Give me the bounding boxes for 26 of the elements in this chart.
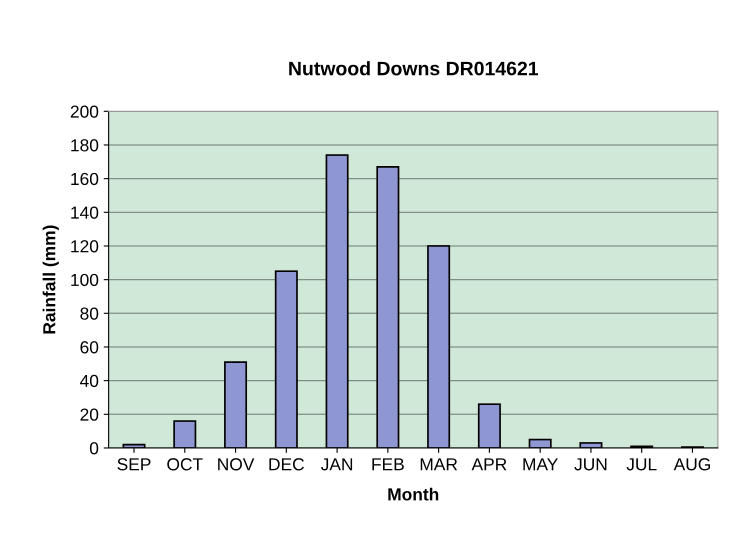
x-tick-label: MAY — [523, 458, 558, 470]
y-tick-label: 200 — [70, 105, 98, 118]
x-tick-label: OCT — [167, 458, 203, 470]
y-tick-label: 120 — [71, 240, 98, 252]
y-tick-label: 20 — [80, 408, 98, 421]
x-tick-label: JUN — [574, 458, 606, 470]
x-tick-label: JUL — [626, 458, 657, 470]
y-tick-label: 60 — [80, 341, 98, 354]
y-tick-label: 140 — [71, 206, 98, 219]
y-tick-label: 0 — [90, 442, 98, 454]
y-tick-label: 40 — [80, 374, 98, 388]
x-axis-title: Month — [388, 488, 438, 501]
x-tick-label: AUG — [674, 458, 710, 470]
y-axis-title: Rainfall (mm) — [42, 226, 59, 334]
y-tick-label: 160 — [71, 172, 98, 186]
x-tick-label: DEC — [269, 458, 304, 470]
y-tick-label: 180 — [71, 139, 98, 152]
x-tick-label: FEB — [372, 458, 404, 470]
y-tick-label: 80 — [80, 307, 98, 320]
chart-title: Nutwood Downs DR014621 — [289, 61, 538, 76]
y-tick-label: 100 — [71, 274, 98, 286]
x-tick-label: JAN — [320, 458, 352, 470]
x-tick-label: APR — [472, 458, 506, 470]
x-tick-label: NOV — [218, 458, 254, 470]
x-tick-label: SEP — [117, 458, 150, 470]
x-tick-label: MAR — [420, 458, 458, 470]
